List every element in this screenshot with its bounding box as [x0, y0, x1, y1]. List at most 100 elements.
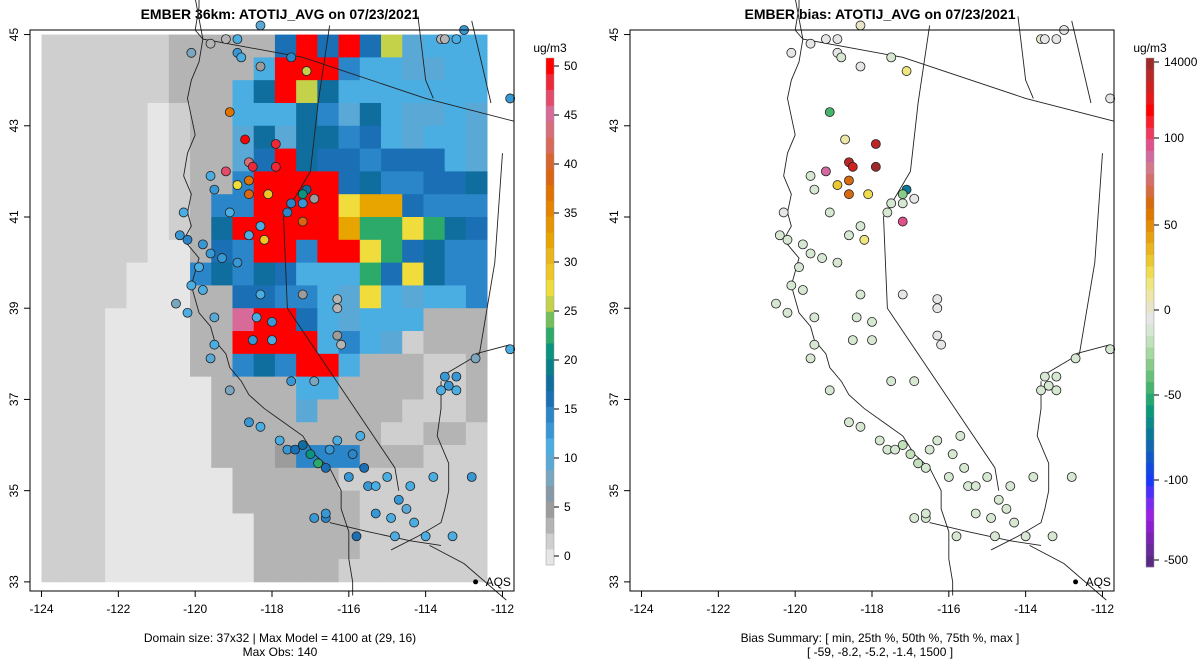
- model-cell: [105, 445, 127, 469]
- bias-legend-swatch: [1146, 208, 1154, 221]
- model-legend-swatch: [546, 200, 554, 217]
- bias-x-tick-label: -114: [1014, 602, 1037, 616]
- model-cell: [381, 422, 403, 446]
- model-cell: [338, 559, 361, 583]
- model-legend-swatch: [546, 248, 554, 265]
- obs-station-point: [221, 34, 231, 45]
- model-cell: [105, 308, 127, 332]
- model-cell: [317, 217, 339, 241]
- model-cell: [444, 422, 467, 446]
- obs-station-point: [297, 198, 308, 209]
- bias-legend-swatch: [1146, 185, 1154, 198]
- bias-station-point: [771, 298, 781, 309]
- model-cell: [190, 536, 212, 560]
- model-cell: [296, 239, 318, 264]
- bias-station-point: [821, 166, 831, 177]
- model-cell: [62, 34, 85, 58]
- model-cell: [147, 422, 170, 446]
- obs-station-point: [470, 353, 481, 364]
- model-cell: [190, 102, 212, 127]
- model-cell: [126, 467, 149, 492]
- model-cell: [402, 376, 424, 400]
- model-cell: [126, 490, 149, 514]
- model-cell: [147, 262, 170, 286]
- model-cell: [296, 399, 318, 423]
- obs-station-point: [209, 184, 220, 195]
- model-cell: [168, 57, 191, 81]
- bias-station-point: [932, 330, 943, 341]
- obs-station-point: [286, 376, 297, 387]
- model-cell: [147, 171, 170, 195]
- model-cell: [126, 148, 149, 172]
- model-cell: [41, 559, 64, 583]
- model-cell: [402, 445, 424, 469]
- obs-station-point: [297, 440, 308, 450]
- bias-station-point: [874, 435, 885, 446]
- model-cell: [105, 194, 127, 218]
- bias-station-point: [932, 294, 943, 304]
- bias-legend-swatch: [1146, 69, 1154, 82]
- model-cell: [402, 285, 424, 309]
- model-cell: [317, 536, 339, 560]
- model-aqs-label: AQS: [486, 575, 511, 589]
- obs-station-point: [332, 330, 343, 341]
- bias-station-point: [932, 435, 943, 446]
- model-cell: [381, 102, 403, 127]
- model-cell: [338, 34, 361, 58]
- model-cell: [41, 513, 64, 537]
- bias-station-point: [863, 189, 874, 200]
- obs-station-point: [297, 289, 308, 300]
- model-y-tick-label: 37: [7, 392, 21, 406]
- bias-station-point: [1005, 481, 1016, 491]
- model-cell: [423, 148, 446, 172]
- model-legend-tick-label: 50: [564, 59, 578, 73]
- bias-state-boundary: [909, 25, 931, 172]
- bias-station-point: [855, 20, 866, 31]
- model-cell: [274, 57, 297, 81]
- bias-station-point: [1051, 371, 1062, 382]
- bias-station-point: [920, 508, 931, 519]
- model-cell: [402, 34, 424, 58]
- model-cell: [41, 194, 64, 218]
- model-cell: [126, 125, 149, 149]
- obs-station-point: [401, 504, 412, 514]
- model-cell: [126, 422, 149, 446]
- model-legend-tick-label: 20: [564, 353, 578, 367]
- model-cell: [359, 125, 382, 149]
- model-cell: [126, 308, 149, 332]
- model-cell: [317, 490, 339, 514]
- bias-legend-swatch: [1146, 196, 1154, 209]
- obs-station-point: [209, 312, 220, 323]
- model-cell: [126, 285, 149, 309]
- model-cell: [444, 559, 467, 583]
- model-cell: [211, 513, 233, 537]
- model-cell: [147, 80, 170, 104]
- bias-station-point: [855, 421, 866, 432]
- bias-legend-swatch: [1146, 509, 1154, 522]
- model-cell: [62, 422, 85, 446]
- model-cell: [381, 308, 403, 332]
- obs-station-point: [270, 161, 281, 172]
- bias-state-boundary: [1071, 20, 1092, 104]
- model-legend-swatch: [546, 438, 554, 455]
- model-cell: [190, 376, 212, 400]
- model-cell: [168, 217, 191, 241]
- model-legend-swatch: [546, 374, 554, 392]
- model-cell: [83, 467, 106, 492]
- obs-station-point: [309, 513, 320, 523]
- bias-station-point: [970, 508, 981, 519]
- model-cell: [253, 490, 276, 514]
- model-state-boundary: [475, 344, 511, 355]
- model-legend-swatch: [546, 454, 554, 471]
- model-cell: [62, 217, 85, 241]
- model-cell: [359, 399, 382, 423]
- model-cell: [274, 80, 297, 104]
- model-cell: [126, 171, 149, 195]
- model-cell: [423, 559, 446, 583]
- model-cell: [317, 262, 339, 286]
- obs-station-point: [386, 513, 396, 523]
- model-cell: [465, 376, 488, 400]
- model-y-tick-label: 33: [7, 575, 21, 589]
- obs-station-point: [443, 380, 454, 391]
- model-cell: [105, 513, 127, 537]
